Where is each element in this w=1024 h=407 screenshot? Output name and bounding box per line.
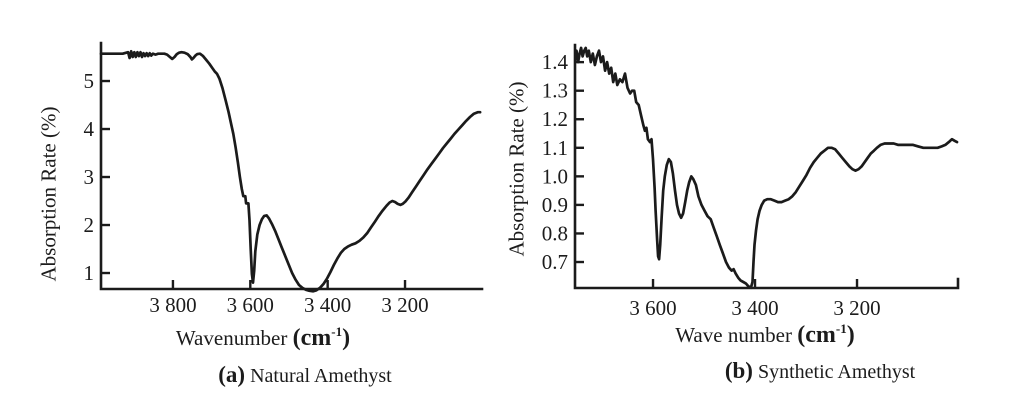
chart-b: 0.7 0.8 0.9 1.0 1.1 1.2 1.3 1.4 3 600 3 400 3 200 bbox=[542, 43, 960, 320]
x-tick-label-a: 3 200 bbox=[381, 293, 428, 317]
x-tick-label-a: 3 800 bbox=[149, 293, 196, 317]
x-axis-unit-b: (cm-1) bbox=[797, 321, 855, 348]
x-axis-label-b: Wave number (cm-1) bbox=[675, 321, 854, 349]
y-tick-label-b: 0.7 bbox=[542, 250, 568, 274]
y-tick-label-b: 1.1 bbox=[542, 136, 568, 160]
caption-prefix-a: (a) bbox=[218, 362, 246, 387]
axes-a bbox=[99, 41, 484, 291]
y-tick-label-b: 1.0 bbox=[542, 164, 568, 188]
x-tick-label-a: 3 400 bbox=[304, 293, 351, 317]
x-axis-unit-a: (cm-1) bbox=[292, 324, 351, 351]
x-tick-label-b: 3 200 bbox=[833, 296, 880, 320]
y-tick-label-b: 1.2 bbox=[542, 107, 568, 131]
x-axis-label-text-b: Wave number bbox=[675, 323, 792, 347]
caption-b: (b) Synthetic Amethyst bbox=[725, 358, 915, 384]
x-axis-label-text-a: Wavenumber bbox=[175, 326, 288, 350]
spectrum-curve-a bbox=[99, 49, 482, 293]
y-axis-label-a: Absorption Rate (%) bbox=[36, 106, 61, 282]
y-tick-label-b: 1.3 bbox=[542, 79, 568, 103]
caption-a: (a) Natural Amethyst bbox=[218, 362, 391, 388]
y-tick-label-a: 3 bbox=[84, 165, 95, 189]
y-tick-label-a: 5 bbox=[84, 69, 95, 93]
caption-text-a: Natural Amethyst bbox=[250, 365, 392, 387]
y-tick-label-a: 4 bbox=[84, 117, 95, 141]
chart-a: 1 2 3 4 5 3 800 3 600 3 400 3 200 bbox=[84, 41, 484, 317]
x-tick-label-a: 3 600 bbox=[227, 293, 274, 317]
y-axis-label-b: Absorption Rate (%) bbox=[504, 81, 529, 257]
x-tick-label-b: 3 400 bbox=[731, 296, 778, 320]
y-tick-label-a: 2 bbox=[84, 213, 95, 237]
caption-prefix-b: (b) bbox=[724, 358, 753, 383]
caption-text-b: Synthetic Amethyst bbox=[757, 361, 916, 383]
y-tick-label-b: 0.9 bbox=[542, 193, 568, 217]
y-tick-label-a: 1 bbox=[84, 261, 95, 285]
y-tick-label-b: 0.8 bbox=[542, 221, 568, 245]
spectrum-curve-b bbox=[574, 46, 959, 290]
axes-b bbox=[573, 43, 960, 290]
y-tick-label-b: 1.4 bbox=[542, 50, 569, 74]
x-tick-label-b: 3 600 bbox=[629, 296, 676, 320]
x-axis-label-a: Wavenumber (cm-1) bbox=[176, 324, 350, 352]
